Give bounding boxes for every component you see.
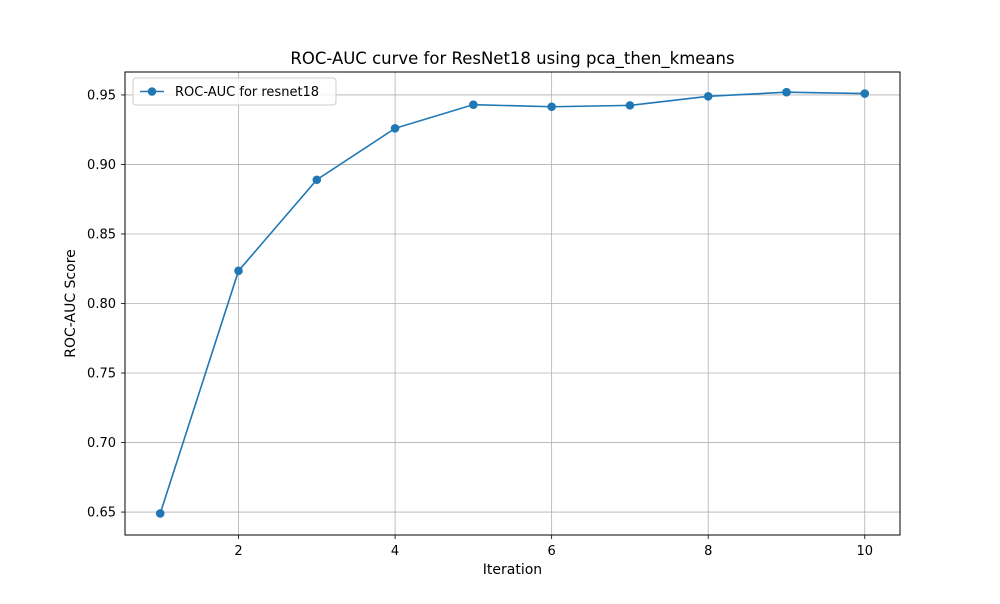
data-point [625,101,635,110]
data-point [469,100,478,109]
x-tick-label: 8 [704,544,712,559]
y-axis-label: ROC-AUC Score [63,249,79,358]
y-tick-label: 0.75 [87,367,116,382]
x-axis-label: Iteration [483,562,542,578]
data-point [547,102,556,112]
x-tick-label: 4 [391,544,399,559]
chart-title: ROC-AUC curve for ResNet18 using pca_the… [290,49,734,69]
y-tick-label: 0.90 [87,158,116,173]
series-layer [155,87,870,518]
x-tick-label: 6 [548,544,556,559]
data-point [234,266,243,276]
y-tick-label: 0.80 [87,297,116,312]
series-line [159,91,865,514]
legend: ROC-AUC for resnet18 [132,77,337,106]
data-point [703,92,713,101]
legend-label: ROC-AUC for resnet18 [175,85,319,100]
x-tick-label: 10 [856,544,873,559]
y-tick-label: 0.95 [87,88,116,103]
y-tick-label: 0.70 [87,436,116,451]
x-tick-label: 2 [234,544,242,559]
ticks: 2 4 6 8 10 0.65 0.70 0.75 0.80 0.85 0.90 0.95 [87,88,873,559]
legend-box [132,77,337,106]
y-tick-label: 0.85 [87,227,116,242]
data-point [155,509,165,518]
legend-marker [147,87,157,96]
data-point [390,124,400,133]
data-point [312,175,322,185]
y-tick-label: 0.65 [87,506,116,521]
grid [125,72,900,535]
data-point [860,89,870,98]
data-point [782,87,791,97]
